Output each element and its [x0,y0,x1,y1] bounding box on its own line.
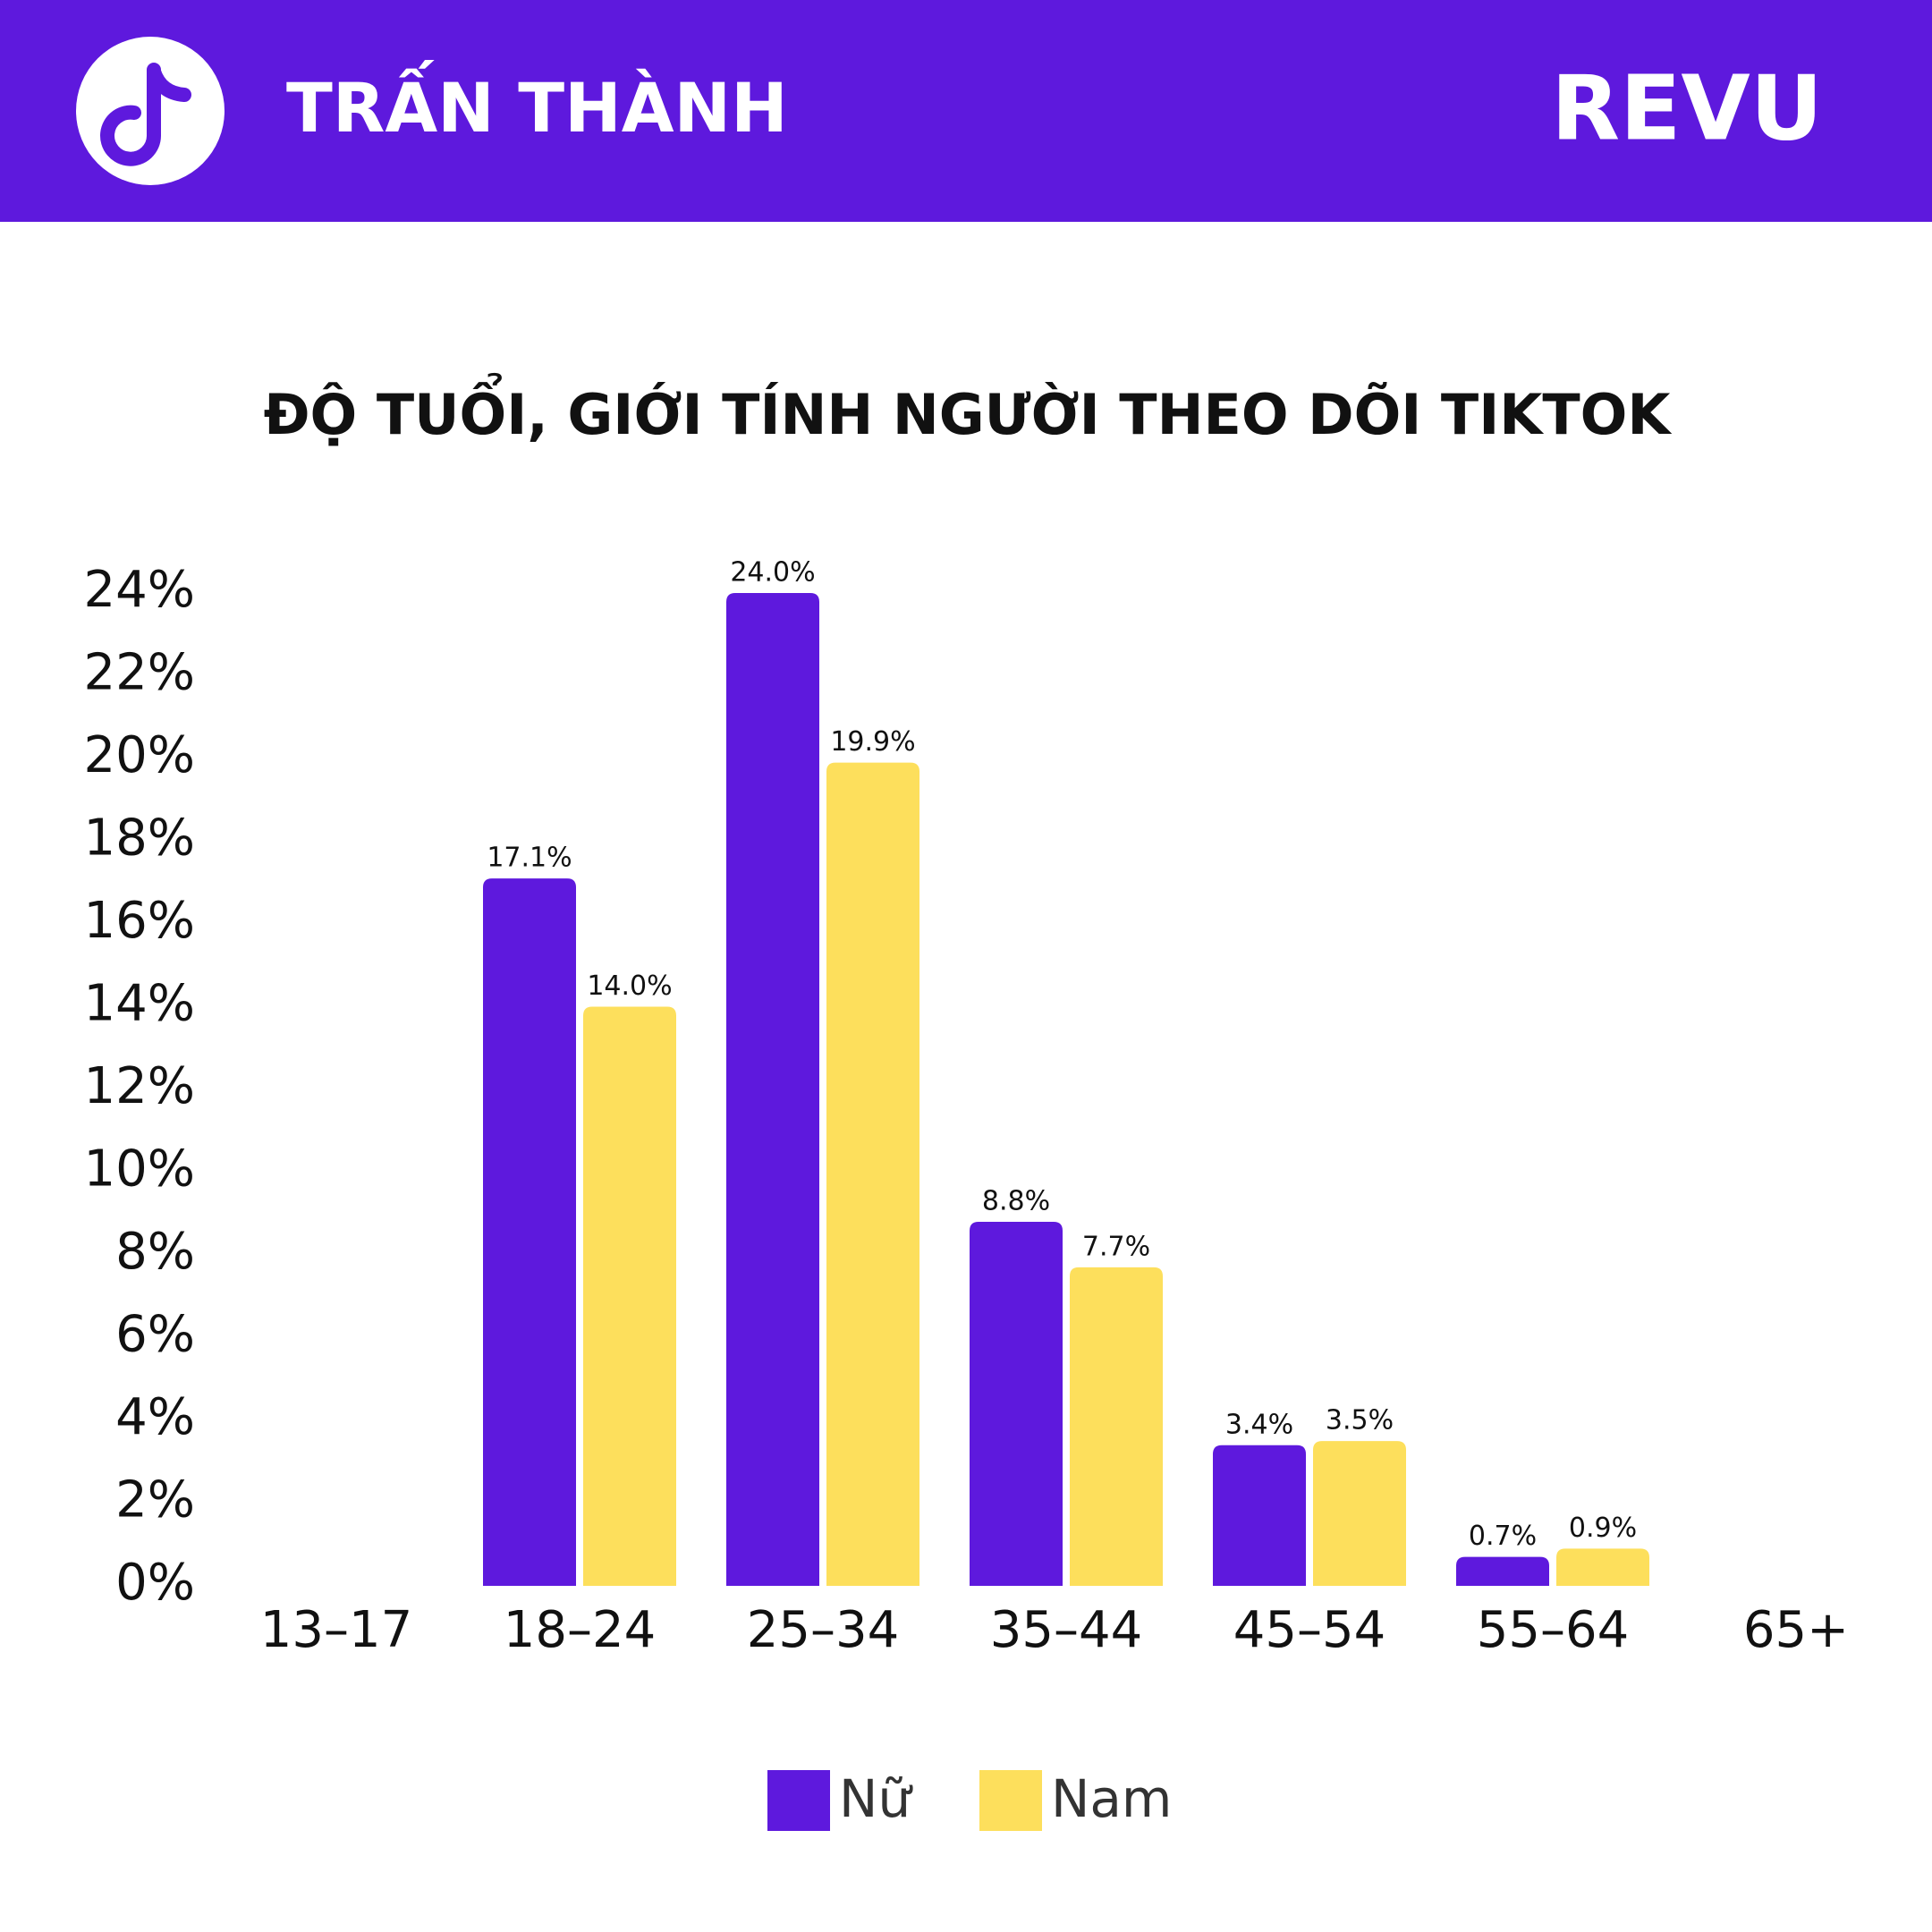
data-label: 24.0% [730,557,815,589]
x-tick-label: 55–64 [1477,1601,1630,1659]
y-tick-label: 18% [84,809,195,868]
brand: REVU [1551,55,1823,160]
chart-title: ĐỘ TUỔI, GIỚI TÍNH NGƯỜI THEO DÕI TIKTOK [264,372,1673,447]
bar [483,878,576,1586]
y-tick-label: 22% [84,644,195,702]
data-label: 19.9% [830,726,915,758]
x-tick-label: 65+ [1743,1601,1849,1659]
bar [583,1006,676,1586]
data-label: 3.5% [1326,1405,1394,1436]
bar [826,762,919,1586]
legend-label: Nam [1051,1768,1172,1829]
y-tick-label: 12% [84,1057,195,1115]
x-tick-label: 35–44 [990,1601,1143,1659]
data-label: 8.8% [982,1186,1050,1217]
logo-note-flag [147,64,191,102]
x-tick-label: 45–54 [1233,1601,1386,1659]
y-tick-label: 24% [84,561,195,619]
legend-label: Nữ [839,1768,913,1829]
data-label: 3.4% [1225,1409,1293,1440]
y-tick-label: 10% [84,1140,195,1199]
x-tick-label: 25–34 [747,1601,900,1659]
y-tick-label: 16% [84,892,195,950]
data-label: 14.0% [587,970,672,1002]
header-title: TRẤN THÀNH [286,59,788,148]
logo-note [100,63,161,166]
x-tick-label: 18–24 [504,1601,657,1659]
bar [1213,1445,1306,1586]
legend-swatch [767,1770,830,1831]
data-label: 0.7% [1469,1521,1537,1552]
header-bar [0,0,1932,222]
y-tick-label: 8% [115,1223,195,1281]
data-label: 17.1% [487,843,572,874]
bar [1070,1267,1163,1586]
y-tick-label: 0% [115,1554,195,1612]
x-tick-label: 13–17 [260,1601,413,1659]
bar [1556,1548,1649,1586]
bar [726,593,819,1586]
y-tick-label: 6% [115,1306,195,1364]
bar [1456,1556,1549,1586]
data-label: 0.9% [1569,1513,1637,1544]
legend-swatch [979,1770,1042,1831]
bar [1313,1441,1406,1586]
bar [970,1222,1063,1586]
logo [76,37,225,185]
y-tick-label: 4% [115,1388,195,1446]
data-label: 7.7% [1082,1231,1150,1262]
y-tick-label: 2% [115,1471,195,1530]
y-tick-label: 14% [84,975,195,1033]
y-tick-label: 20% [84,726,195,784]
